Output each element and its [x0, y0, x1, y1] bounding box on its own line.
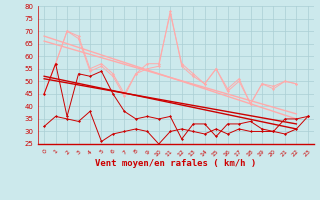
X-axis label: Vent moyen/en rafales ( km/h ): Vent moyen/en rafales ( km/h )	[95, 159, 257, 168]
